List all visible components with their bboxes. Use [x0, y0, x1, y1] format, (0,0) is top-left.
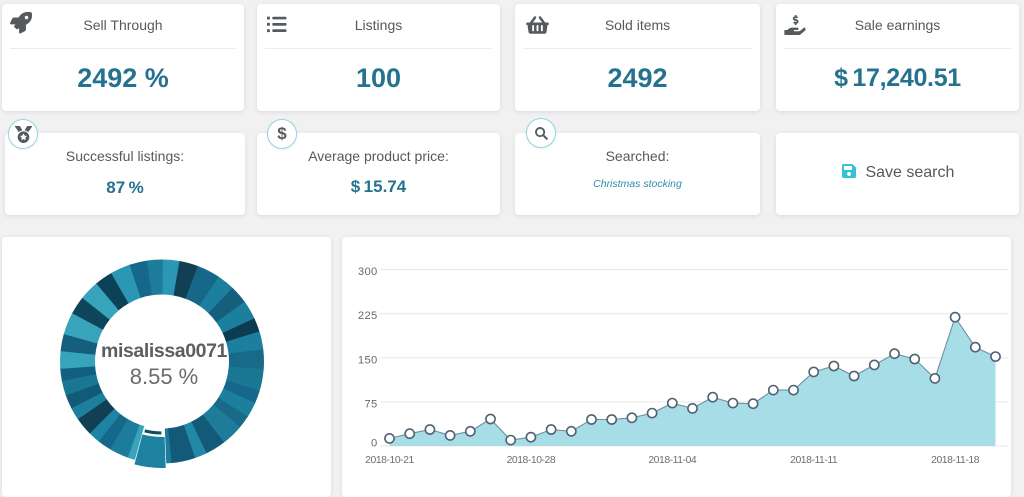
svg-text:2018-11-11: 2018-11-11	[790, 455, 838, 466]
svg-text:0: 0	[371, 438, 378, 450]
svg-text:300: 300	[358, 266, 378, 278]
svg-text:2018-11-18: 2018-11-18	[931, 455, 980, 466]
svg-text:225: 225	[358, 310, 378, 322]
svg-text:75: 75	[364, 398, 377, 410]
svg-text:2018-10-28: 2018-10-28	[507, 455, 556, 466]
svg-text:150: 150	[358, 354, 378, 366]
svg-text:2018-11-04: 2018-11-04	[648, 455, 697, 466]
svg-text:2018-10-21: 2018-10-21	[365, 455, 414, 466]
